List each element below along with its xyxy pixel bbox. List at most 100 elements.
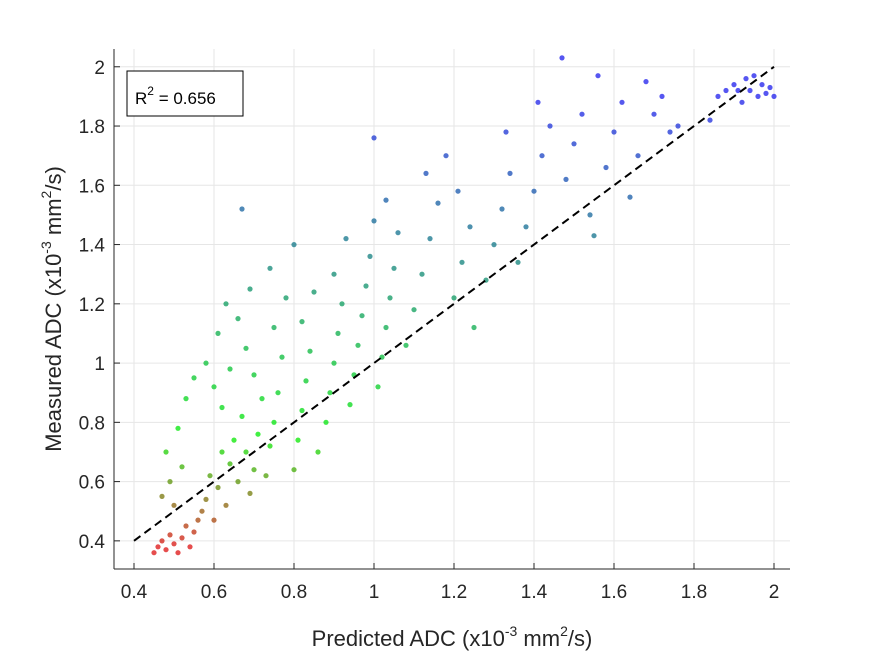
data-point bbox=[331, 360, 337, 366]
data-point bbox=[307, 348, 313, 354]
y-ticks: 0.4 0.6 0.8 1 1.2 1.4 1.6 1.8 2 bbox=[79, 58, 120, 553]
data-point bbox=[219, 404, 225, 411]
data-point bbox=[503, 129, 509, 135]
data-point bbox=[191, 529, 197, 535]
data-point bbox=[299, 319, 305, 325]
x-tick-label: 0.8 bbox=[281, 582, 307, 603]
data-point bbox=[303, 378, 309, 384]
grid bbox=[114, 49, 790, 569]
y-tick-label: 1.6 bbox=[79, 176, 105, 197]
data-point bbox=[467, 224, 473, 230]
data-point bbox=[355, 342, 361, 348]
data-point bbox=[547, 123, 553, 129]
data-point bbox=[159, 493, 165, 499]
data-point bbox=[291, 467, 297, 473]
data-point bbox=[735, 87, 741, 94]
data-point bbox=[659, 93, 665, 99]
data-point bbox=[395, 230, 401, 236]
data-point bbox=[259, 396, 265, 402]
data-point bbox=[375, 384, 381, 390]
data-point bbox=[275, 390, 281, 396]
data-point bbox=[359, 313, 365, 319]
data-point bbox=[223, 502, 229, 508]
data-point bbox=[183, 523, 189, 529]
data-point bbox=[435, 200, 441, 206]
y-tick-label: 1.2 bbox=[79, 295, 105, 316]
data-point bbox=[387, 295, 393, 301]
data-point bbox=[179, 535, 185, 541]
r2-annotation: R2 = 0.656 bbox=[126, 70, 244, 117]
y-tick-label: 2 bbox=[94, 58, 105, 79]
data-point bbox=[267, 443, 273, 449]
data-point bbox=[267, 265, 273, 271]
data-point bbox=[343, 236, 349, 242]
data-point bbox=[383, 324, 389, 331]
x-tick-label: 0.6 bbox=[201, 582, 227, 603]
data-point bbox=[535, 99, 541, 105]
x-tick-label: 1.8 bbox=[681, 582, 707, 603]
data-point bbox=[151, 550, 157, 556]
data-point bbox=[743, 76, 749, 82]
data-point bbox=[559, 55, 565, 61]
data-point bbox=[675, 123, 681, 129]
data-point bbox=[339, 301, 345, 307]
reference-line bbox=[133, 65, 775, 542]
data-point bbox=[459, 259, 465, 265]
data-point bbox=[163, 449, 169, 455]
data-point bbox=[271, 324, 277, 331]
x-tick-label: 1 bbox=[369, 582, 380, 603]
data-point bbox=[167, 532, 173, 538]
plot-area bbox=[114, 49, 790, 569]
data-point bbox=[739, 99, 745, 105]
data-point bbox=[291, 242, 297, 248]
data-point bbox=[471, 324, 477, 331]
data-point bbox=[247, 490, 253, 496]
data-point bbox=[731, 82, 737, 88]
data-point bbox=[187, 544, 193, 550]
data-point bbox=[203, 496, 209, 502]
data-point bbox=[219, 449, 225, 455]
data-point bbox=[215, 484, 221, 491]
data-point bbox=[155, 544, 161, 550]
data-point bbox=[367, 253, 373, 259]
data-point bbox=[635, 153, 641, 159]
data-point bbox=[383, 197, 389, 203]
r2-box bbox=[126, 70, 244, 117]
data-point bbox=[531, 188, 537, 194]
data-point bbox=[207, 473, 213, 479]
x-tick-label: 1.6 bbox=[601, 582, 627, 603]
data-point bbox=[451, 295, 457, 301]
data-point bbox=[707, 117, 713, 123]
y-tick-label: 1.4 bbox=[79, 236, 106, 257]
data-point bbox=[175, 425, 181, 431]
data-point bbox=[579, 111, 585, 117]
data-point bbox=[491, 242, 497, 248]
data-point bbox=[715, 93, 721, 99]
x-ticks: 0.4 0.6 0.8 1 1.2 1.4 1.6 1.8 2 bbox=[121, 563, 779, 603]
r2-text: R2 = 0.656 bbox=[135, 84, 216, 108]
data-point bbox=[175, 550, 181, 556]
y-tick-label: 0.8 bbox=[79, 413, 105, 434]
data-point bbox=[315, 449, 321, 455]
data-point bbox=[247, 286, 253, 292]
data-point bbox=[371, 218, 377, 224]
data-point bbox=[515, 259, 521, 265]
data-point bbox=[523, 224, 529, 230]
data-point bbox=[171, 541, 177, 547]
data-point bbox=[311, 289, 317, 295]
data-point bbox=[643, 79, 649, 85]
y-axis-label: Measured ADC (x10-3 mm2/s) bbox=[38, 166, 66, 452]
data-point bbox=[455, 188, 461, 194]
data-point bbox=[227, 366, 233, 372]
data-point bbox=[231, 437, 237, 443]
data-point bbox=[243, 449, 249, 455]
data-point bbox=[299, 407, 305, 414]
data-point bbox=[263, 473, 269, 479]
data-point bbox=[603, 164, 609, 171]
data-point bbox=[591, 233, 597, 239]
data-point bbox=[363, 283, 369, 289]
data-point bbox=[235, 316, 241, 322]
data-point bbox=[235, 479, 241, 485]
data-point bbox=[403, 342, 409, 348]
data-point bbox=[571, 141, 577, 147]
